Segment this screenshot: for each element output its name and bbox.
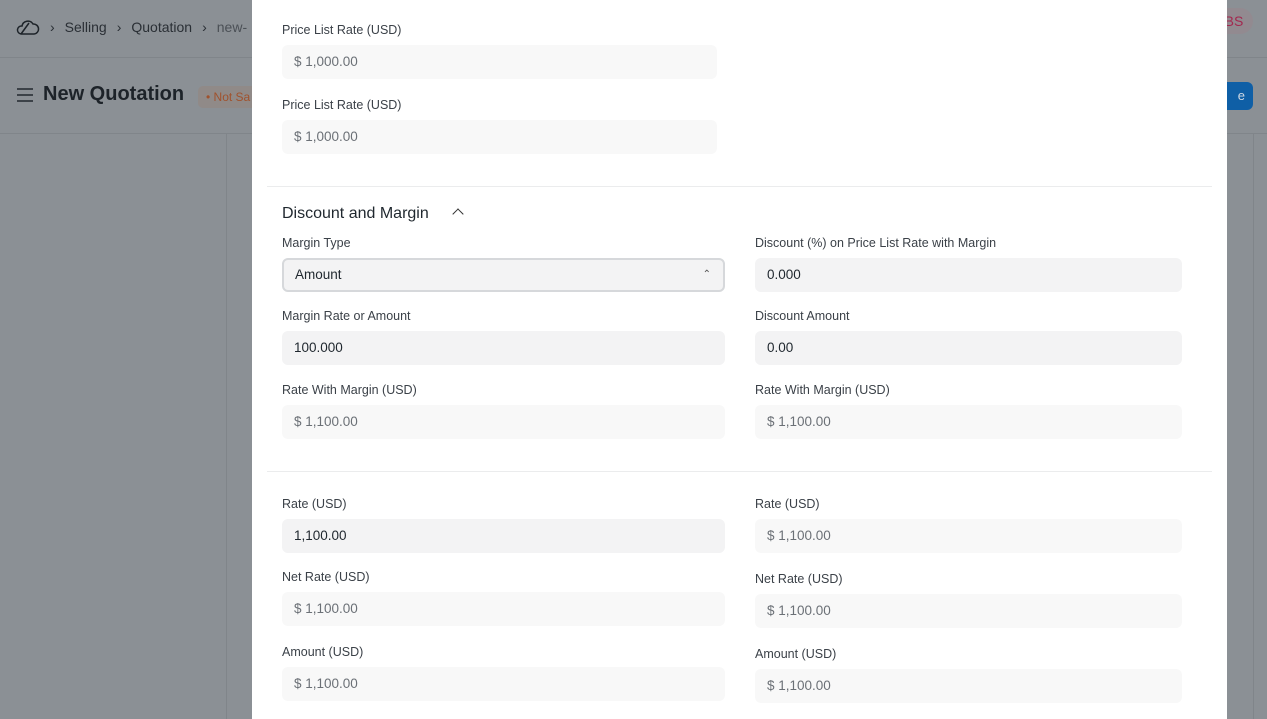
field-label: Rate With Margin (USD) bbox=[282, 383, 417, 397]
field-label: Rate With Margin (USD) bbox=[755, 383, 890, 397]
field-label: Amount (USD) bbox=[282, 645, 364, 659]
breadcrumb-current[interactable]: new- bbox=[216, 19, 248, 35]
margin-rate-input[interactable]: 100.000 bbox=[282, 331, 725, 365]
field-label: Margin Rate or Amount bbox=[282, 309, 411, 323]
breadcrumb-selling[interactable]: Selling bbox=[64, 19, 107, 35]
chevron-right-icon: › bbox=[202, 19, 207, 35]
rate-with-margin-field: $ 1,100.00 bbox=[282, 405, 725, 439]
net-rate-field-2: $ 1,100.00 bbox=[755, 594, 1182, 628]
select-arrows-icon: ⌃ bbox=[702, 269, 711, 280]
breadcrumb-quotation[interactable]: Quotation bbox=[131, 19, 193, 35]
divider bbox=[226, 134, 227, 719]
breadcrumb: › Selling › Quotation › new- bbox=[16, 18, 247, 36]
discount-percent-input[interactable]: 0.000 bbox=[755, 258, 1182, 292]
field-label: Net Rate (USD) bbox=[755, 572, 843, 586]
field-label: Rate (USD) bbox=[755, 497, 820, 511]
margin-type-value: Amount bbox=[295, 267, 342, 282]
menu-icon[interactable] bbox=[17, 88, 33, 102]
price-list-rate-field-2: $ 1,000.00 bbox=[282, 120, 717, 154]
item-edit-dialog: Price List Rate (USD) $ 1,000.00 Price L… bbox=[252, 0, 1227, 719]
app-logo-icon[interactable] bbox=[16, 18, 40, 36]
rate-with-margin-field-2: $ 1,100.00 bbox=[755, 405, 1182, 439]
field-label: Price List Rate (USD) bbox=[282, 98, 402, 112]
rate-input[interactable]: 1,100.00 bbox=[282, 519, 725, 553]
chevron-right-icon: › bbox=[116, 19, 122, 35]
divider bbox=[267, 471, 1212, 472]
status-badge: • Not Sa bbox=[198, 86, 259, 108]
field-label: Rate (USD) bbox=[282, 497, 347, 511]
amount-field: $ 1,100.00 bbox=[282, 667, 725, 701]
margin-type-select[interactable]: Amount ⌃ bbox=[282, 258, 725, 292]
field-label: Discount Amount bbox=[755, 309, 850, 323]
page-title: New Quotation bbox=[43, 83, 185, 105]
chevron-up-icon[interactable] bbox=[452, 208, 464, 220]
chevron-right-icon: › bbox=[50, 19, 55, 35]
field-label: Net Rate (USD) bbox=[282, 570, 370, 584]
field-label: Margin Type bbox=[282, 236, 351, 250]
amount-field-2: $ 1,100.00 bbox=[755, 669, 1182, 703]
field-label: Discount (%) on Price List Rate with Mar… bbox=[755, 236, 997, 250]
field-label: Amount (USD) bbox=[755, 647, 837, 661]
divider bbox=[1253, 134, 1254, 719]
discount-amount-input[interactable]: 0.00 bbox=[755, 331, 1182, 365]
rate-field-2: $ 1,100.00 bbox=[755, 519, 1182, 553]
divider bbox=[267, 186, 1212, 187]
field-label: Price List Rate (USD) bbox=[282, 23, 402, 37]
net-rate-field: $ 1,100.00 bbox=[282, 592, 725, 626]
section-title[interactable]: Discount and Margin bbox=[282, 205, 429, 222]
price-list-rate-field: $ 1,000.00 bbox=[282, 45, 717, 79]
